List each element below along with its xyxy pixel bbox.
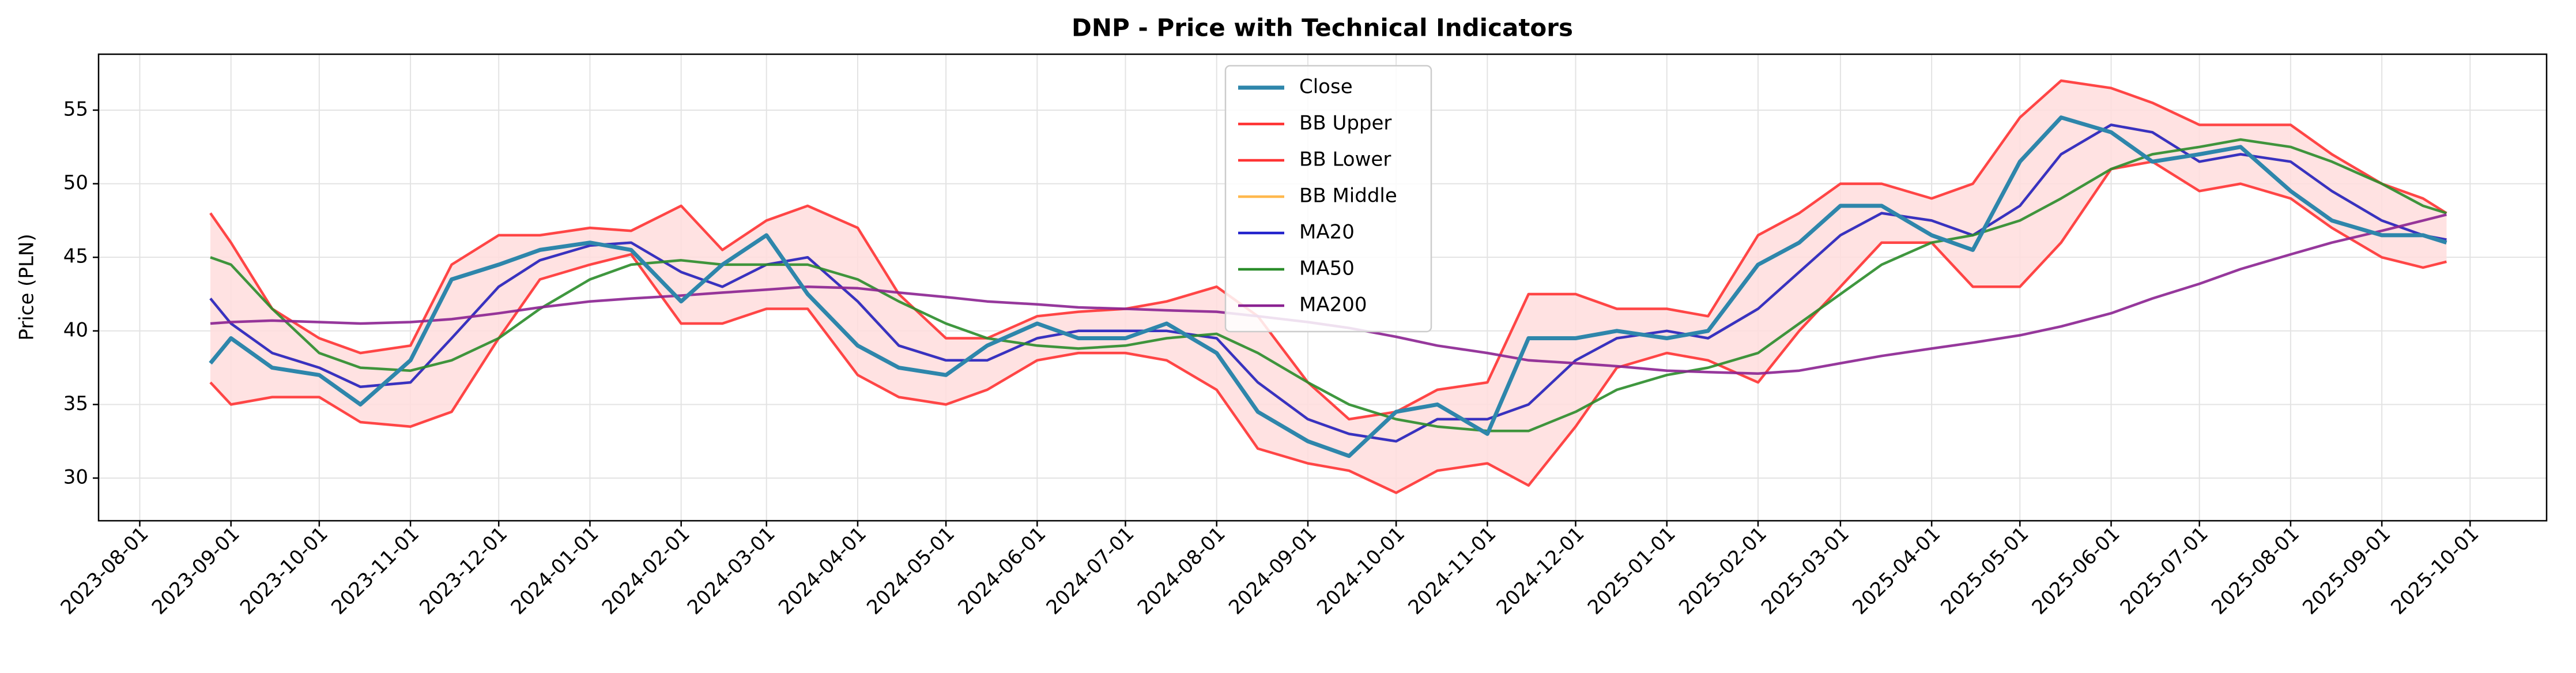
y-tick-label: 45 bbox=[63, 245, 88, 268]
legend: Close BB Upper BB Lower BB Middle MA20 MA50 MA… bbox=[1224, 65, 1432, 333]
legend-label: MA20 bbox=[1299, 221, 1355, 244]
axes-frame bbox=[97, 53, 2548, 522]
series-line bbox=[210, 138, 2447, 433]
series-line bbox=[209, 123, 2447, 443]
y-tick-label: 40 bbox=[63, 318, 88, 341]
legend-label: Close bbox=[1299, 76, 1353, 99]
legend-label: BB Lower bbox=[1299, 148, 1391, 171]
y-tick-label: 55 bbox=[63, 97, 88, 121]
legend-box bbox=[1224, 65, 1432, 333]
legend-label: BB Upper bbox=[1299, 112, 1391, 135]
series-line bbox=[209, 115, 2447, 458]
series-line bbox=[209, 160, 2447, 494]
y-tick-label: 30 bbox=[63, 465, 88, 488]
series-line bbox=[209, 79, 2447, 421]
y-axis-label: Price (PLN) bbox=[16, 234, 39, 340]
plot-area bbox=[209, 79, 2447, 494]
band-fill bbox=[210, 80, 2447, 493]
legend-label: BB Middle bbox=[1299, 185, 1397, 208]
legend-label: MA50 bbox=[1299, 257, 1355, 280]
y-tick-label: 35 bbox=[63, 392, 88, 415]
y-tick-label: 50 bbox=[63, 171, 88, 194]
chart-title: DNP - Price with Technical Indicators bbox=[1072, 14, 1573, 42]
legend-label: MA200 bbox=[1299, 294, 1367, 317]
